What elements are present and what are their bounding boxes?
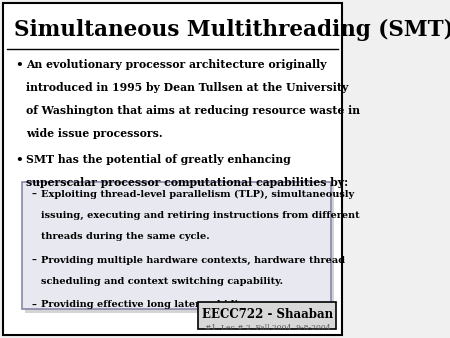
- Text: Simultaneous Multithreading (SMT): Simultaneous Multithreading (SMT): [14, 19, 450, 41]
- Text: wide issue processors.: wide issue processors.: [26, 128, 162, 139]
- Text: Providing effective long latency hiding.: Providing effective long latency hiding.: [41, 300, 256, 310]
- Text: #1  Lec # 2  Fall 2004  9-8-2004: #1 Lec # 2 Fall 2004 9-8-2004: [205, 324, 330, 332]
- FancyBboxPatch shape: [4, 3, 342, 335]
- Text: scheduling and context switching capability.: scheduling and context switching capabil…: [41, 277, 284, 286]
- Text: SMT has the potential of greatly enhancing: SMT has the potential of greatly enhanci…: [26, 154, 291, 166]
- Text: superscalar processor computational capabilities by:: superscalar processor computational capa…: [26, 177, 348, 189]
- FancyBboxPatch shape: [25, 186, 333, 313]
- Text: introduced in 1995 by Dean Tullsen at the University: introduced in 1995 by Dean Tullsen at th…: [26, 82, 348, 93]
- Text: •: •: [16, 154, 23, 167]
- Text: –: –: [31, 300, 36, 310]
- FancyBboxPatch shape: [198, 302, 337, 329]
- Text: •: •: [16, 59, 23, 72]
- Text: –: –: [31, 256, 36, 265]
- Text: threads during the same cycle.: threads during the same cycle.: [41, 232, 210, 241]
- FancyBboxPatch shape: [22, 182, 331, 309]
- Text: Providing multiple hardware contexts, hardware thread: Providing multiple hardware contexts, ha…: [41, 256, 346, 265]
- Text: issuing, executing and retiring instructions from different: issuing, executing and retiring instruct…: [41, 211, 360, 220]
- Text: EECC722 - Shaaban: EECC722 - Shaaban: [202, 308, 333, 320]
- Text: An evolutionary processor architecture originally: An evolutionary processor architecture o…: [26, 59, 327, 70]
- Text: –: –: [31, 190, 36, 199]
- Text: Exploiting thread-level parallelism (TLP), simultaneously: Exploiting thread-level parallelism (TLP…: [41, 190, 355, 199]
- Text: of Washington that aims at reducing resource waste in: of Washington that aims at reducing reso…: [26, 105, 360, 116]
